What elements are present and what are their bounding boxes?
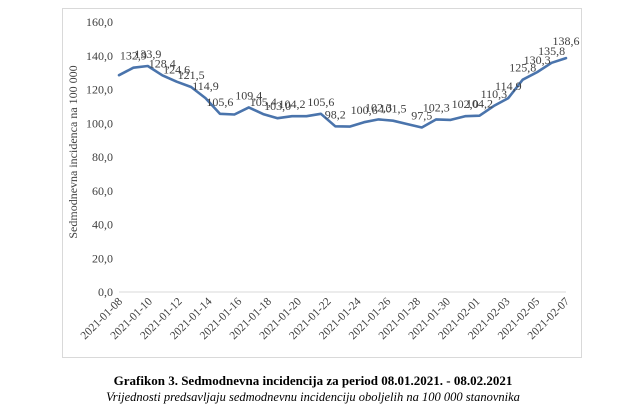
y-tick-label: 120,0: [86, 83, 113, 97]
data-label: 132,9: [120, 49, 147, 63]
y-tick-label: 20,0: [92, 251, 113, 265]
data-label: 124,6: [163, 63, 190, 77]
y-tick-label: 160,0: [86, 15, 113, 29]
data-label: 109,4: [235, 88, 262, 102]
chart-area: Sedmodnevna incidenca na 100 000 0,0 20,0…: [62, 8, 582, 358]
series-line-group: [117, 56, 568, 129]
y-axis-ticks: 0,0 20,0 40,0 60,0 80,0 100,0 120,0 140,0 160,0: [86, 15, 113, 299]
caption-subtitle: Vrijednosti predsavljaju sedmodnevnu inc…: [106, 390, 520, 404]
data-label: 114,9: [495, 79, 522, 93]
y-tick-label: 140,0: [86, 49, 113, 63]
data-label: 133,9: [134, 47, 161, 61]
data-label: 98,2: [325, 107, 346, 121]
figure-caption: Grafikon 3. Sedmodnevna incidencija za p…: [0, 372, 626, 406]
data-label: 105,6: [206, 95, 233, 109]
x-axis-ticks: 2021-01-082021-01-102021-01-122021-01-14…: [79, 295, 573, 342]
data-label: 105,4: [250, 95, 277, 109]
caption-title: Grafikon 3. Sedmodnevna incidencija za p…: [113, 373, 513, 388]
data-label: 100,6: [351, 103, 378, 117]
data-label: 101,5: [379, 102, 406, 116]
data-label: 102,3: [365, 100, 392, 114]
data-label: 104,2: [466, 97, 493, 111]
data-label: 125,8: [509, 61, 536, 75]
line-chart: Sedmodnevna incidenca na 100 000 0,0 20,0…: [66, 15, 580, 342]
y-tick-label: 80,0: [92, 150, 113, 164]
data-label: 130,3: [524, 53, 551, 67]
data-label: 128,4: [149, 56, 176, 70]
data-label: 102,0: [452, 97, 479, 111]
series-line: [117, 56, 568, 129]
data-label: 114,9: [192, 79, 219, 93]
data-label: 121,5: [178, 68, 205, 82]
y-tick-label: 40,0: [92, 218, 113, 232]
data-label: 97,5: [411, 108, 432, 122]
data-label: 102,3: [423, 100, 450, 114]
y-axis-title: Sedmodnevna incidenca na 100 000: [66, 65, 80, 238]
data-label: 110,3: [481, 87, 508, 101]
y-tick-label: 0,0: [98, 285, 113, 299]
data-label: 135,8: [538, 44, 565, 58]
y-tick-label: 100,0: [86, 116, 113, 130]
y-tick-label: 60,0: [92, 184, 113, 198]
data-label: 105,6: [307, 95, 334, 109]
data-label: 138,6: [553, 34, 580, 48]
data-label: 104,2: [279, 97, 306, 111]
data-label: 103,0: [264, 99, 291, 113]
